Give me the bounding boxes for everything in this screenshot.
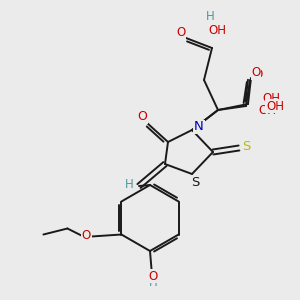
Text: H: H [206,10,214,22]
Text: O: O [148,269,158,283]
Text: S: S [242,140,250,154]
Text: O: O [82,229,91,242]
Text: O: O [176,26,186,40]
Text: OH: OH [266,100,284,112]
Text: OH: OH [258,104,276,118]
Text: H: H [124,178,134,190]
Text: S: S [191,176,199,188]
Text: OH: OH [208,23,226,37]
Text: O: O [137,110,147,124]
Text: H: H [148,275,158,289]
Text: N: N [194,121,204,134]
Text: OH: OH [262,92,280,104]
Text: O: O [251,67,261,80]
Text: O: O [254,68,262,82]
